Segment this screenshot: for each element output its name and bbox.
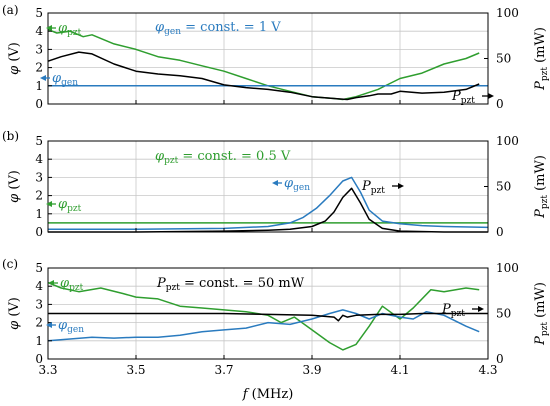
y2-tick-label: 50 [496,180,511,194]
y2-tick-label: 0 [496,97,504,111]
y2-axis-label: Ppzt (mW) [533,282,550,346]
y-axis-label: φ (V) [7,42,22,75]
x-axis-label: f (MHz) [242,387,294,402]
series-label-p-pzt: Ppzt [361,179,404,196]
y-tick-label: 0 [35,352,43,366]
arrow-head-left-icon [46,322,52,328]
panel-label: (c) [2,257,18,271]
y-tick-label: 3 [35,42,43,56]
y-tick-label: 5 [35,6,43,20]
y-tick-label: 4 [35,24,43,38]
series-line-phi-gen [47,309,480,342]
series-label-text: φgen [284,176,310,193]
series-label-text: Ppzt [451,89,475,106]
arrow-head-right-icon [488,93,494,99]
y-tick-label: 1 [35,207,43,221]
series-label-text: Ppzt [441,302,465,319]
y-tick-label: 4 [35,279,43,293]
arrow-head-right-icon [398,183,404,189]
y2-tick-label: 50 [496,52,511,66]
y-tick-label: 2 [35,189,43,203]
y2-axis-label: Ppzt (mW) [533,27,550,91]
y2-tick-label: 100 [496,6,519,20]
x-tick-label: 4.1 [390,363,409,377]
series-line-phi-pzt [47,281,480,351]
y-tick-label: 3 [35,297,43,311]
series-label-text: φpzt [58,21,82,38]
y2-axis-label: Ppzt (mW) [533,155,550,219]
y-tick-label: 1 [35,79,43,93]
y2-tick-label: 100 [496,134,519,148]
series-label-text: φgen [52,71,78,88]
arrow-head-left-icon [272,180,278,186]
y-tick-label: 2 [35,61,43,75]
y2-tick-label: 0 [496,352,504,366]
series-line-p-pzt [48,312,488,322]
arrow-head-left-icon [46,25,52,31]
x-tick-label: 3.9 [302,363,321,377]
series-line-p-pzt [48,187,488,233]
y2-tick-label: 50 [496,307,511,321]
condition-annotation: Ppzt = const. = 50 mW [156,276,305,293]
y-tick-label: 0 [35,225,43,239]
panel-label: (a) [2,3,19,17]
series-label-text: Ppzt [361,179,385,196]
arrow-head-left-icon [48,280,54,286]
series-line-phi-pzt [47,28,480,101]
series-line-p-pzt [47,51,480,101]
x-tick-label: 4.3 [478,363,497,377]
series-line-phi-gen [48,176,489,231]
y-tick-label: 5 [35,261,43,275]
arrow-head-right-icon [478,306,484,312]
y-tick-label: 1 [35,334,43,348]
panel-label: (b) [2,129,19,143]
arrow-head-left-icon [40,75,46,81]
y2-tick-label: 0 [496,225,504,239]
y-axis-label: φ (V) [7,170,22,203]
condition-annotation: φgen = const. = 1 V [155,20,281,37]
y-tick-label: 4 [35,152,43,166]
y-tick-label: 3 [35,170,43,184]
series-label-phi-pzt: φpzt [48,276,84,293]
arrow-head-left-icon [46,201,52,207]
series-label-phi-gen: φgen [40,71,78,88]
y2-tick-label: 100 [496,261,519,275]
condition-annotation: φpzt = const. = 0.5 V [155,149,291,166]
x-tick-label: 3.7 [214,363,233,377]
y-tick-label: 5 [35,134,43,148]
series-label-phi-gen: φgen [272,176,310,193]
series-label-p-pzt: Ppzt [451,89,494,106]
y-axis-label: φ (V) [7,297,22,330]
x-tick-label: 3.3 [38,363,57,377]
y-tick-label: 0 [35,97,43,111]
series-label-text: φpzt [60,276,84,293]
y-tick-label: 2 [35,316,43,330]
series-label-text: φpzt [58,197,82,214]
series-label-phi-pzt: φpzt [46,197,82,214]
x-tick-label: 3.5 [126,363,145,377]
series-label-phi-gen: φgen [46,318,84,335]
series-label-text: φgen [58,318,84,335]
series-label-phi-pzt: φpzt [46,21,82,38]
series-label-p-pzt: Ppzt [441,302,484,319]
